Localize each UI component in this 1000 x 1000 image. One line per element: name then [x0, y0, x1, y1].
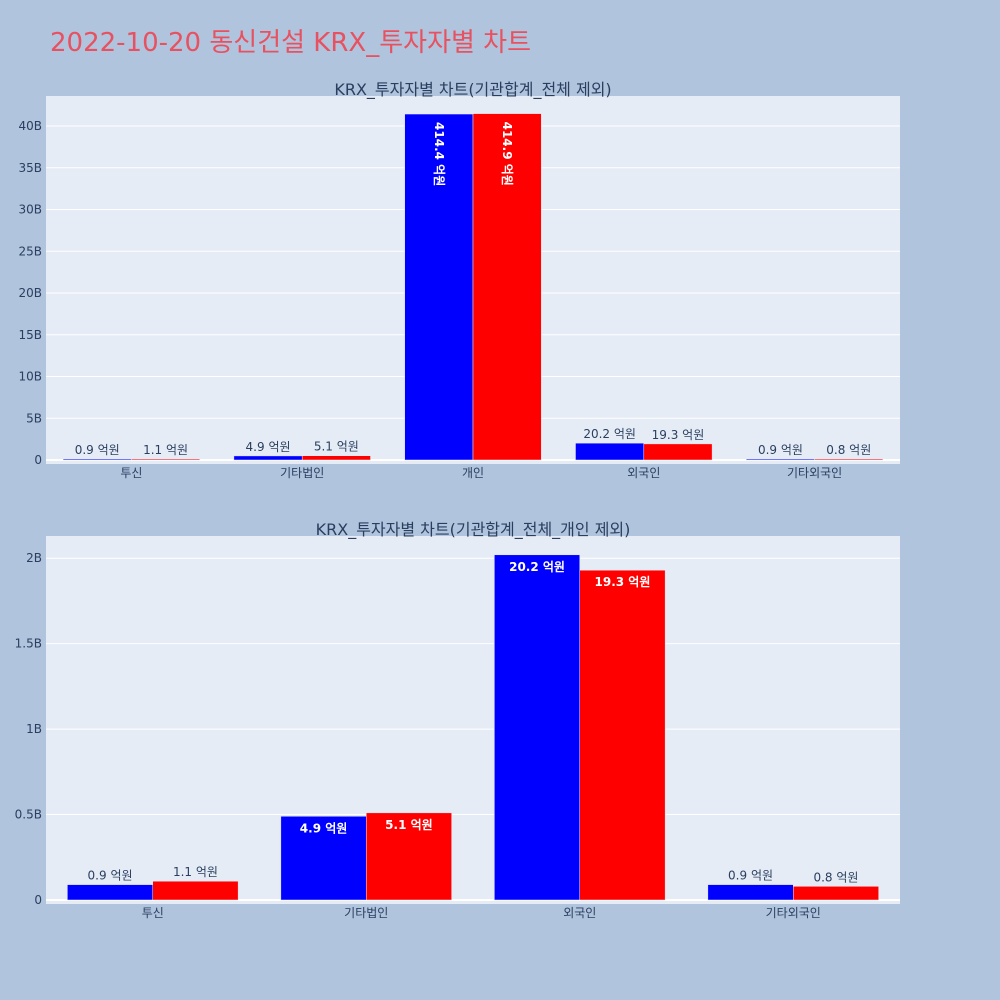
- y-tick-label: 5B: [26, 411, 42, 425]
- x-tick-label: 기타외국인: [787, 466, 842, 480]
- bar-label: 0.8 억원: [826, 443, 871, 457]
- bar-label: 0.9 억원: [75, 443, 120, 457]
- bar-label: 0.8 억원: [813, 870, 858, 884]
- bar-label: 5.1 억원: [314, 440, 359, 454]
- bar: [366, 812, 452, 901]
- bar: [280, 816, 367, 901]
- bar-label: 1.1 억원: [173, 865, 218, 879]
- bar-label: 20.2 억원: [509, 560, 565, 574]
- bar: [746, 458, 815, 461]
- x-tick-label: 외국인: [563, 906, 596, 920]
- x-tick-label: 투신: [142, 906, 164, 920]
- bar-label: 0.9 억원: [728, 869, 773, 883]
- bar-label: 19.3 억원: [652, 428, 705, 442]
- bar-label: 1.1 억원: [143, 443, 188, 457]
- y-tick-label: 0: [34, 893, 42, 907]
- bar: [67, 884, 153, 901]
- bar: [233, 455, 303, 461]
- y-tick-label: 35B: [18, 161, 42, 175]
- chart-1: 0 5B 10B 15B 20B 25B 30B 35B 40B KRX_투자자별 차트(기관합계…: [18, 80, 900, 480]
- bar: [152, 880, 239, 901]
- y-tick-label: 20B: [18, 286, 42, 300]
- y-tick-label: 15B: [18, 328, 42, 342]
- bar-label: 414.4 억원: [432, 122, 446, 186]
- y-tick-label: 2B: [26, 551, 42, 565]
- bar: [404, 113, 474, 461]
- x-tick-label: 외국인: [627, 466, 660, 480]
- x-tick-label: 기타외국인: [766, 906, 821, 920]
- chart-title: KRX_투자자별 차트(기관합계_전체 제외): [334, 80, 611, 100]
- bar: [707, 884, 794, 901]
- x-tick-label: 기타법인: [344, 906, 388, 920]
- bar-label: 4.9 억원: [300, 821, 348, 835]
- bar: [814, 458, 884, 461]
- chart-title: KRX_투자자별 차트(기관합계_전체_개인 제외): [316, 520, 631, 540]
- bar-label: 0.9 억원: [758, 443, 803, 457]
- y-tick-label: 0.5B: [15, 808, 42, 822]
- plot-area: [46, 536, 900, 904]
- bar-label: 414.9 억원: [500, 122, 514, 186]
- bar-label: 0.9 억원: [88, 869, 133, 883]
- bar: [643, 443, 713, 461]
- y-tick-label: 1B: [26, 722, 42, 736]
- y-tick-label: 0: [34, 453, 42, 467]
- bar: [472, 113, 542, 461]
- bar: [579, 569, 666, 901]
- y-tick-label: 30B: [18, 203, 42, 217]
- bar-label: 19.3 억원: [595, 575, 651, 589]
- page-title: 2022-10-20 동신건설 KRX_투자자별 차트: [50, 28, 532, 58]
- y-tick-label: 10B: [18, 370, 42, 384]
- bar: [494, 554, 581, 901]
- bar-label: 5.1 억원: [385, 818, 433, 832]
- y-tick-label: 40B: [18, 119, 42, 133]
- bar: [575, 442, 645, 461]
- x-tick-label: 투신: [120, 466, 142, 480]
- x-tick-label: 기타법인: [280, 466, 324, 480]
- y-tick-label: 25B: [18, 244, 42, 258]
- bar-label: 4.9 억원: [246, 440, 291, 454]
- bar: [62, 458, 132, 461]
- bar: [131, 458, 200, 461]
- bar: [301, 455, 371, 461]
- bar-label: 20.2 억원: [583, 427, 636, 441]
- x-tick-label: 개인: [462, 466, 484, 480]
- chart-2: 0 0.5B 1B 1.5B 2B KRX_투자자별 차트(기관합계_전체_개인 제외) 투…: [15, 520, 900, 920]
- y-tick-label: 1.5B: [15, 637, 42, 651]
- bar: [793, 886, 879, 901]
